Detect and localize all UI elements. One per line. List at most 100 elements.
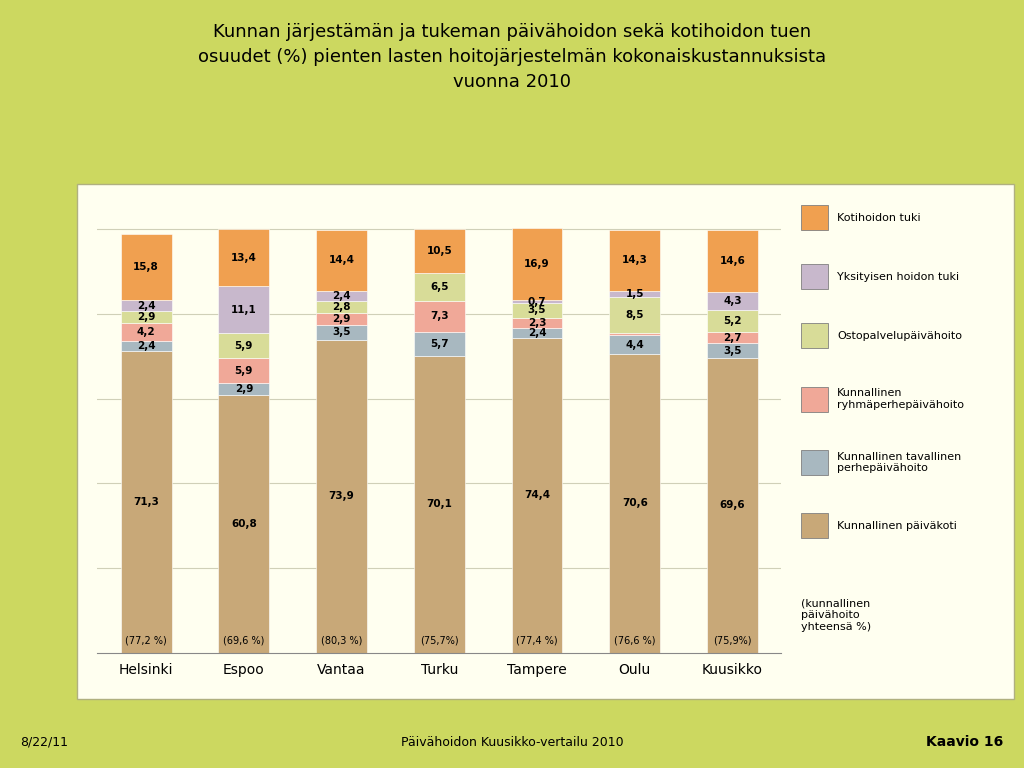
Text: (80,3 %): (80,3 %): [321, 635, 362, 645]
Text: (77,2 %): (77,2 %): [125, 635, 167, 645]
Bar: [707, 332, 758, 343]
Bar: [316, 291, 367, 301]
Text: 2,9: 2,9: [333, 314, 351, 324]
Bar: [414, 301, 465, 332]
Bar: [218, 286, 269, 333]
Text: 2,4: 2,4: [527, 328, 546, 338]
Text: 3,5: 3,5: [527, 306, 546, 316]
Bar: [707, 343, 758, 358]
Bar: [121, 323, 172, 341]
Text: Kunnallinen tavallinen
perhepäivähoito: Kunnallinen tavallinen perhepäivähoito: [837, 452, 962, 473]
Text: 6,5: 6,5: [430, 282, 449, 292]
Bar: [609, 230, 660, 291]
Text: 2,4: 2,4: [137, 300, 156, 310]
FancyBboxPatch shape: [801, 514, 828, 538]
Text: 8,5: 8,5: [626, 310, 644, 320]
Text: 4,2: 4,2: [137, 327, 156, 337]
Text: 13,4: 13,4: [230, 253, 257, 263]
Bar: [512, 318, 562, 328]
Bar: [609, 297, 660, 333]
Text: 3,5: 3,5: [333, 327, 351, 337]
Bar: [316, 230, 367, 291]
Bar: [121, 300, 172, 310]
Bar: [609, 354, 660, 653]
Bar: [316, 340, 367, 653]
Bar: [707, 230, 758, 292]
FancyBboxPatch shape: [801, 205, 828, 230]
Bar: [121, 351, 172, 653]
Bar: [218, 396, 269, 653]
Text: 5,9: 5,9: [234, 366, 253, 376]
Bar: [512, 228, 562, 300]
FancyBboxPatch shape: [801, 386, 828, 412]
Text: 60,8: 60,8: [231, 519, 257, 529]
Bar: [512, 338, 562, 653]
Bar: [707, 292, 758, 310]
Text: (kunnallinen
päivähoito
yhteensä %): (kunnallinen päivähoito yhteensä %): [801, 598, 871, 631]
Bar: [512, 328, 562, 338]
Text: 73,9: 73,9: [329, 492, 354, 502]
Bar: [609, 291, 660, 297]
Bar: [218, 230, 269, 286]
Text: Kunnallinen päiväkoti: Kunnallinen päiväkoti: [837, 521, 956, 531]
Bar: [316, 325, 367, 340]
Text: 5,2: 5,2: [723, 316, 741, 326]
FancyBboxPatch shape: [801, 450, 828, 475]
Text: 5,7: 5,7: [430, 339, 449, 349]
Text: 2,8: 2,8: [333, 302, 351, 312]
Text: 4,3: 4,3: [723, 296, 741, 306]
Bar: [218, 358, 269, 383]
Text: Kotihoidon tuki: Kotihoidon tuki: [837, 213, 921, 223]
Text: 7,3: 7,3: [430, 311, 449, 321]
Text: Yksityisen hoidon tuki: Yksityisen hoidon tuki: [837, 272, 959, 282]
Text: 16,9: 16,9: [524, 260, 550, 270]
FancyBboxPatch shape: [801, 264, 828, 290]
Text: 2,3: 2,3: [527, 318, 546, 328]
Text: Kaavio 16: Kaavio 16: [927, 735, 1004, 749]
Bar: [512, 300, 562, 303]
Text: 2,9: 2,9: [234, 384, 253, 394]
FancyBboxPatch shape: [801, 323, 828, 348]
Bar: [121, 310, 172, 323]
Bar: [414, 229, 465, 273]
Text: 2,7: 2,7: [723, 333, 741, 343]
Bar: [414, 273, 465, 301]
Text: 14,6: 14,6: [720, 256, 745, 266]
Bar: [316, 301, 367, 313]
Bar: [414, 356, 465, 653]
Bar: [609, 333, 660, 335]
Bar: [121, 233, 172, 300]
Text: 10,5: 10,5: [426, 246, 453, 257]
Text: (77,4 %): (77,4 %): [516, 635, 558, 645]
Text: 2,9: 2,9: [137, 312, 156, 322]
Bar: [121, 341, 172, 351]
Text: 1,5: 1,5: [626, 289, 644, 299]
Text: 2,4: 2,4: [137, 341, 156, 351]
Text: Päivähoidon Kuusikko-vertailu 2010: Päivähoidon Kuusikko-vertailu 2010: [400, 736, 624, 749]
Text: 8/22/11: 8/22/11: [20, 736, 69, 749]
Text: (76,6 %): (76,6 %): [614, 635, 655, 645]
Text: Kunnan järjestämän ja tukeman päivähoidon sekä kotihoidon tuen
osuudet (%) pient: Kunnan järjestämän ja tukeman päivähoido…: [198, 23, 826, 91]
Bar: [609, 335, 660, 354]
Text: (75,9%): (75,9%): [713, 635, 752, 645]
Text: 14,4: 14,4: [329, 255, 354, 265]
Bar: [218, 383, 269, 396]
Text: 5,9: 5,9: [234, 340, 253, 350]
Bar: [512, 303, 562, 318]
Bar: [316, 313, 367, 325]
Text: (75,7%): (75,7%): [420, 635, 459, 645]
Bar: [414, 332, 465, 356]
Text: 71,3: 71,3: [133, 497, 159, 507]
Bar: [218, 333, 269, 358]
Text: 3,5: 3,5: [723, 346, 741, 356]
Bar: [707, 358, 758, 653]
Text: 11,1: 11,1: [231, 305, 257, 315]
Text: (69,6 %): (69,6 %): [223, 635, 264, 645]
Text: 2,4: 2,4: [332, 291, 351, 301]
Text: 70,6: 70,6: [622, 498, 647, 508]
Text: 14,3: 14,3: [622, 256, 647, 266]
Text: 69,6: 69,6: [720, 501, 745, 511]
Text: 4,4: 4,4: [626, 339, 644, 349]
Text: 15,8: 15,8: [133, 262, 159, 272]
Text: Ostopalvelupäivähoito: Ostopalvelupäivähoito: [837, 330, 962, 341]
